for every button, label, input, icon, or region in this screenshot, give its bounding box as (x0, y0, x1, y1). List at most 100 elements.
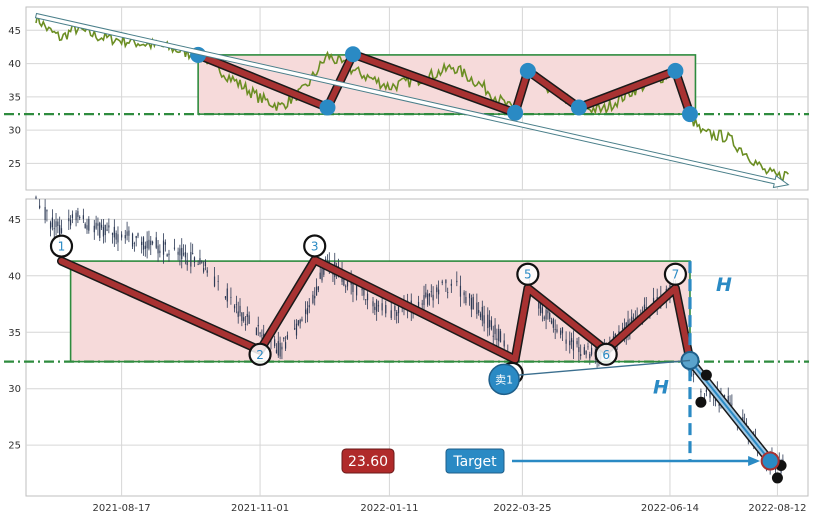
candle-body (723, 395, 726, 397)
candle-body (86, 225, 88, 230)
y-tick-label: 40 (8, 271, 21, 282)
candle-body (468, 293, 471, 299)
pivot-label: 3 (311, 239, 319, 253)
x-tick-label: 2022-01-11 (360, 503, 418, 514)
top-panel: 25 30 35 40 45 (4, 6, 809, 191)
candle-body (59, 225, 61, 237)
candle-body (476, 302, 478, 315)
candle-body (177, 251, 179, 255)
candle-body (75, 212, 77, 221)
candle-body (345, 286, 347, 288)
candle-body (246, 313, 248, 317)
candle-body (93, 225, 95, 233)
candle-body (190, 252, 192, 267)
candle-body (241, 312, 243, 321)
candle-body (372, 301, 374, 307)
candle-body (314, 296, 316, 299)
candle-body (182, 253, 185, 255)
candle-body (397, 306, 400, 314)
candle-body (275, 349, 278, 353)
candle-body (233, 305, 236, 309)
pivot-label: 1 (58, 240, 66, 254)
trend-arrow (34, 12, 790, 189)
candle-body (295, 323, 298, 336)
candle-body (346, 276, 349, 287)
candle-body (113, 226, 115, 238)
y-tick-label: 40 (8, 59, 21, 70)
candle-body (121, 234, 123, 238)
candle-body (237, 311, 239, 317)
candle-body (128, 230, 130, 236)
candle-body (157, 245, 159, 254)
candle-body (430, 291, 432, 293)
candle-body (423, 295, 425, 306)
candle-body (274, 339, 276, 347)
candle-body (343, 278, 345, 286)
candle-body (186, 260, 188, 266)
candle-body (150, 240, 152, 246)
candle-body (70, 219, 72, 226)
candle-body (155, 237, 157, 248)
candle-body (44, 207, 46, 221)
candle-body (352, 283, 354, 292)
candle-body (499, 331, 502, 343)
y-tick-label: 35 (8, 328, 21, 339)
candle-body (60, 228, 63, 234)
pivot-marker (667, 62, 684, 79)
candle-body (141, 241, 143, 245)
candle-body (124, 235, 126, 239)
candle-body (104, 224, 106, 236)
candle-body (117, 234, 119, 243)
candle-body (255, 327, 258, 335)
candle-body (561, 327, 564, 334)
candle-body (224, 296, 227, 299)
candle-body (487, 314, 489, 329)
candle-body (470, 298, 472, 310)
candle-body (283, 337, 285, 339)
candle-body (591, 347, 593, 355)
target-label-box (445, 448, 505, 474)
candle-body (51, 217, 53, 228)
candle-body (390, 310, 392, 318)
candle-body (396, 312, 398, 316)
candle-body (556, 329, 558, 332)
candle-body (632, 317, 635, 319)
x-tick-label: 2021-08-17 (93, 503, 151, 514)
candle-body (151, 241, 154, 244)
candle-body (192, 253, 194, 254)
x-tick-label: 2022-03-25 (493, 503, 551, 514)
candle-body (159, 250, 161, 253)
candle-body (580, 354, 582, 357)
candle-body (281, 346, 283, 350)
candle-body (299, 319, 301, 324)
candle-body (366, 293, 369, 301)
candle-body (417, 301, 420, 308)
height-label-top: H (716, 274, 732, 296)
candle-body (365, 299, 367, 301)
candle-body (459, 285, 462, 297)
candle-body (111, 232, 114, 235)
candle-body (631, 316, 633, 323)
candle-body (55, 221, 57, 228)
candle-body (441, 281, 443, 283)
candle-body (585, 350, 587, 355)
candle-body (286, 335, 288, 339)
candle-body (144, 245, 146, 249)
candle-body (279, 342, 281, 357)
candle-body (700, 390, 702, 393)
candle-body (312, 294, 314, 304)
candle-body (503, 340, 505, 347)
candle-body (315, 286, 318, 296)
candle-body (483, 315, 485, 324)
candle-body (554, 329, 556, 330)
candle-body (239, 305, 241, 313)
candle-body (162, 240, 165, 255)
candle-body (202, 268, 205, 272)
y-tick-label: 25 (8, 159, 21, 170)
candle-body (201, 261, 203, 263)
zigzag-line (195, 51, 693, 118)
candle-body (284, 342, 287, 349)
candle-body (490, 320, 493, 330)
candle-body (108, 225, 110, 228)
pivot-label-circle (49, 234, 74, 258)
